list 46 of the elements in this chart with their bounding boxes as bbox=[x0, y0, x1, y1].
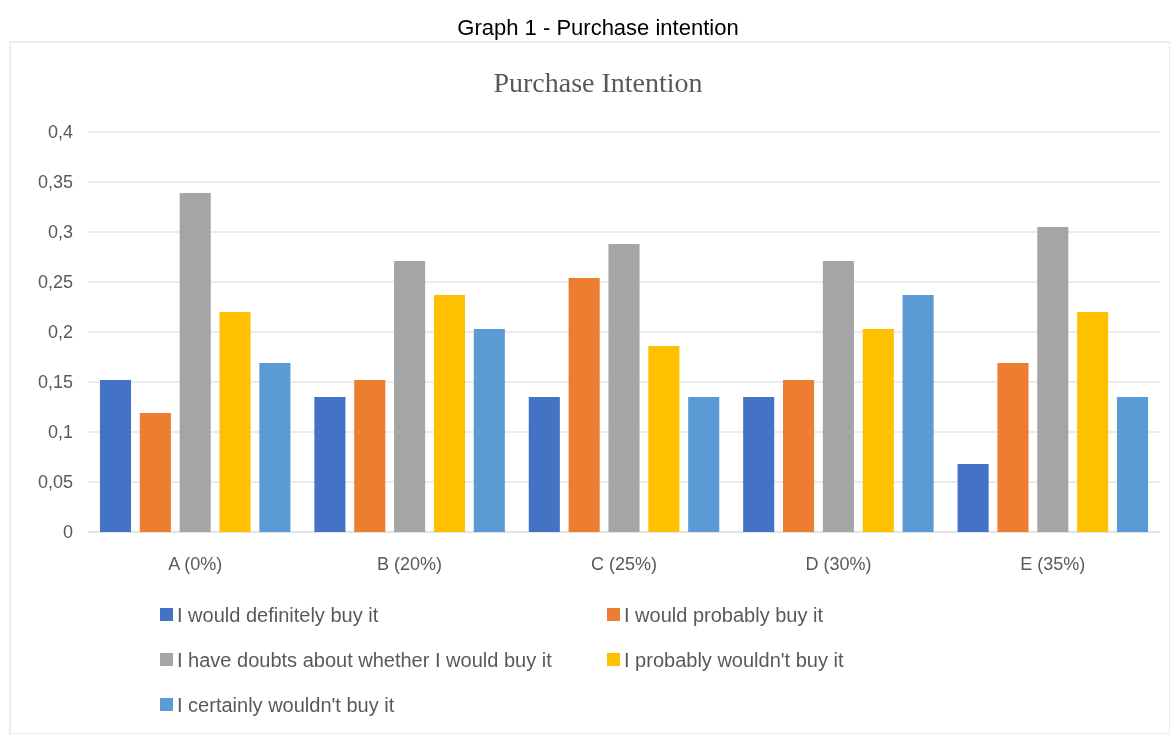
bar bbox=[139, 413, 171, 532]
y-tick-label: 0,15 bbox=[37, 372, 73, 393]
bar bbox=[568, 278, 600, 532]
bar bbox=[1037, 227, 1069, 532]
bar bbox=[259, 363, 291, 532]
bar bbox=[528, 397, 560, 532]
bar bbox=[648, 346, 680, 532]
bar bbox=[608, 244, 640, 532]
bar bbox=[743, 397, 775, 532]
bar bbox=[99, 380, 132, 532]
legend-label: I probably wouldn't buy it bbox=[624, 649, 844, 671]
bar bbox=[219, 312, 251, 532]
y-tick-label: 0,35 bbox=[37, 172, 73, 193]
bar bbox=[473, 329, 505, 532]
x-tick-label: B (20%) bbox=[377, 554, 443, 574]
y-tick-label: 0,4 bbox=[47, 122, 73, 143]
y-tick-label: 0 bbox=[62, 522, 73, 543]
bar bbox=[783, 380, 815, 532]
chart-title: Graph 1 - Purchase intention bbox=[457, 15, 739, 40]
bar bbox=[822, 261, 854, 532]
bar bbox=[354, 380, 386, 532]
bar bbox=[1077, 312, 1109, 532]
chart-subtitle: Purchase Intention bbox=[493, 67, 703, 98]
bar bbox=[433, 295, 465, 532]
y-tick-label: 0,2 bbox=[47, 322, 73, 343]
bar bbox=[314, 397, 346, 532]
y-tick-label: 0,1 bbox=[47, 422, 73, 443]
x-tick-label: E (35%) bbox=[1020, 554, 1086, 574]
bar bbox=[179, 193, 211, 532]
legend-label: I have doubts about whether I would buy it bbox=[177, 649, 553, 671]
y-tick-label: 0,25 bbox=[37, 272, 73, 293]
x-tick-label: D (30%) bbox=[805, 554, 872, 574]
y-tick-label: 0,3 bbox=[47, 222, 73, 243]
bar bbox=[688, 397, 720, 532]
x-tick-label: A (0%) bbox=[168, 554, 223, 574]
bar bbox=[394, 261, 426, 532]
bar bbox=[957, 464, 989, 532]
legend-label: I would probably buy it bbox=[624, 604, 824, 626]
legend-label: I would definitely buy it bbox=[177, 604, 379, 626]
bar bbox=[997, 363, 1029, 532]
legend-label: I certainly wouldn't buy it bbox=[177, 694, 395, 716]
y-tick-label: 0,05 bbox=[37, 472, 73, 493]
x-tick-label: C (25%) bbox=[590, 554, 658, 574]
bar bbox=[1116, 397, 1149, 532]
bar bbox=[902, 295, 934, 532]
bar bbox=[862, 329, 894, 532]
